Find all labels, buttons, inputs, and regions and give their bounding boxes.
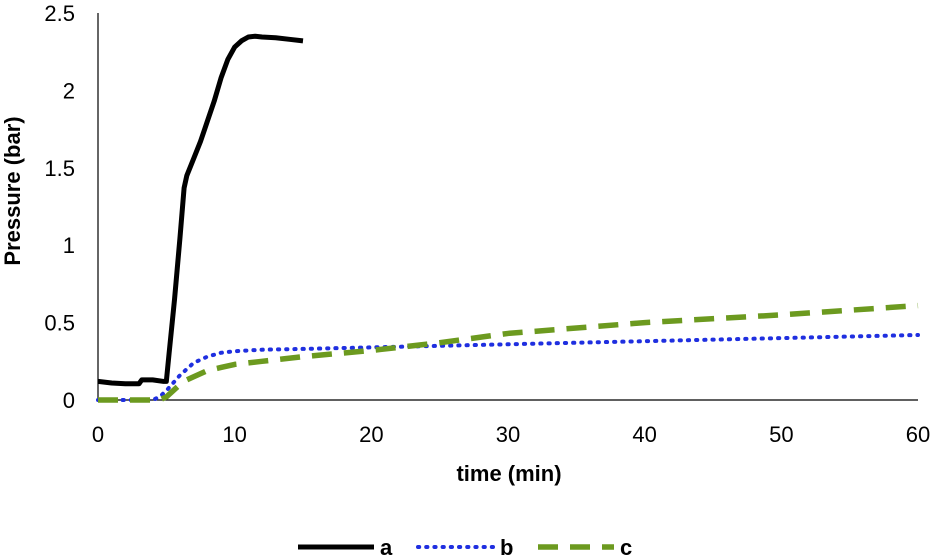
- series-line-b: [96, 332, 920, 402]
- y-tick-label: 2: [63, 78, 75, 103]
- series-layer: [96, 33, 920, 403]
- legend: a b c: [298, 535, 632, 558]
- series-line-a: [97, 33, 304, 387]
- y-tick-labels: 0 0.5 1 1.5 2 2.5: [44, 1, 75, 413]
- legend-label-b: b: [500, 535, 513, 558]
- y-tick-label: 1: [63, 233, 75, 258]
- x-axis-title: time (min): [456, 461, 561, 486]
- x-tick-labels: 0 10 20 30 40 50 60: [92, 422, 930, 447]
- y-axis-title: Pressure (bar): [0, 116, 25, 265]
- legend-label-c: c: [620, 535, 632, 558]
- axes: [97, 13, 918, 401]
- y-tick-label: 1.5: [44, 156, 75, 181]
- x-tick-label: 10: [222, 422, 246, 447]
- x-tick-label: 60: [906, 422, 930, 447]
- x-tick-label: 0: [92, 422, 104, 447]
- x-tick-label: 50: [769, 422, 793, 447]
- x-tick-label: 30: [496, 422, 520, 447]
- legend-label-a: a: [380, 535, 393, 558]
- y-tick-label: 0: [63, 388, 75, 413]
- x-tick-label: 20: [359, 422, 383, 447]
- y-tick-label: 2.5: [44, 1, 75, 26]
- x-tick-label: 40: [632, 422, 656, 447]
- y-tick-label: 0.5: [44, 311, 75, 336]
